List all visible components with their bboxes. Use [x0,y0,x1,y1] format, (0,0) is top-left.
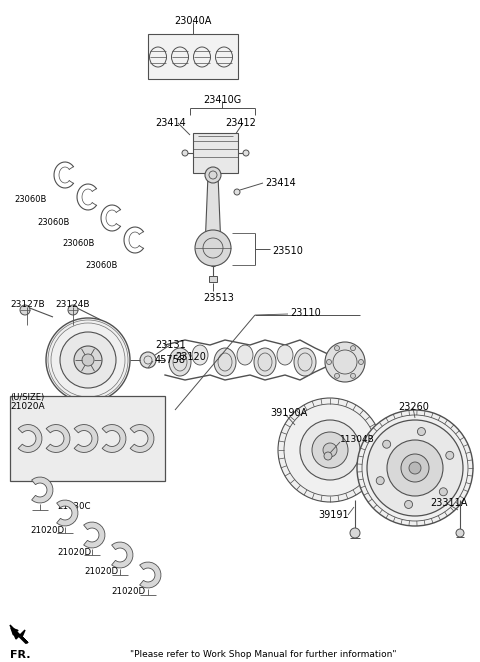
Ellipse shape [237,345,253,365]
Polygon shape [57,500,78,526]
Ellipse shape [192,345,208,365]
Circle shape [60,332,116,388]
Circle shape [68,305,78,315]
Circle shape [401,454,429,482]
Text: 21020D: 21020D [111,587,145,596]
Text: 23120: 23120 [175,352,206,362]
Circle shape [387,440,443,496]
Circle shape [323,443,337,457]
Text: 23131: 23131 [155,340,186,350]
Polygon shape [18,424,42,453]
Ellipse shape [214,348,236,376]
Polygon shape [10,625,28,643]
Circle shape [383,440,391,448]
Polygon shape [46,424,70,453]
Circle shape [46,318,130,402]
Text: FR.: FR. [10,650,31,660]
Text: 23412: 23412 [225,118,256,128]
Ellipse shape [254,348,276,376]
Text: 23060B: 23060B [85,261,118,270]
Circle shape [205,167,221,183]
Circle shape [405,500,413,508]
Bar [209,276,217,282]
Circle shape [456,529,464,537]
Text: 23414: 23414 [265,178,296,188]
Circle shape [20,305,30,315]
Text: 11304B: 11304B [340,435,375,444]
Circle shape [367,420,463,516]
Circle shape [376,477,384,485]
Circle shape [195,230,231,266]
Circle shape [74,346,102,374]
Text: 23127B: 23127B [10,300,45,309]
Circle shape [350,373,356,379]
Bar [10,396,165,481]
Circle shape [335,346,339,351]
Circle shape [243,150,249,156]
Circle shape [182,150,188,156]
Circle shape [409,462,421,474]
Circle shape [350,346,356,351]
Text: 23060B: 23060B [14,195,47,204]
Text: 23260: 23260 [398,402,429,412]
Text: 39191: 39191 [318,510,348,520]
Circle shape [82,354,94,366]
Ellipse shape [169,348,191,376]
Polygon shape [84,522,105,548]
Circle shape [446,451,454,459]
Text: 21020D: 21020D [84,567,118,576]
Polygon shape [102,424,126,453]
Text: "Please refer to Work Shop Manual for further information": "Please refer to Work Shop Manual for fu… [130,650,396,659]
Text: 23414: 23414 [155,118,186,128]
Circle shape [278,398,382,502]
Circle shape [439,488,447,496]
Text: 23513: 23513 [203,293,234,303]
Circle shape [312,432,348,468]
Text: 21020A: 21020A [10,402,45,411]
Circle shape [140,352,156,368]
Text: (U/SIZE): (U/SIZE) [10,393,44,402]
Text: 23060B: 23060B [62,239,95,248]
Text: 21020D: 21020D [30,526,64,535]
Text: 21020D: 21020D [57,548,91,557]
Text: 45758: 45758 [155,355,186,365]
Ellipse shape [294,348,316,376]
Text: 23124B: 23124B [55,300,89,309]
Polygon shape [205,175,221,248]
Circle shape [325,342,365,382]
Polygon shape [74,424,98,453]
Text: 23040A: 23040A [174,16,212,26]
Ellipse shape [277,345,293,365]
Circle shape [418,428,425,436]
Text: 21030C: 21030C [57,502,91,511]
Polygon shape [32,477,53,503]
Text: 23510: 23510 [272,246,303,256]
Polygon shape [112,542,133,568]
Bar [148,34,238,79]
Text: 23060B: 23060B [37,218,70,227]
Text: 23311A: 23311A [430,498,468,508]
Circle shape [359,359,363,365]
Circle shape [350,528,360,538]
Text: 39190A: 39190A [270,408,307,418]
Circle shape [300,420,360,480]
Circle shape [335,373,339,379]
Text: 23110: 23110 [290,308,321,318]
Circle shape [357,410,473,526]
Bar [193,133,238,173]
Text: 23410G: 23410G [203,95,241,105]
Circle shape [324,452,332,460]
Circle shape [234,189,240,195]
Polygon shape [130,424,154,453]
Polygon shape [140,562,161,588]
Circle shape [326,359,332,365]
